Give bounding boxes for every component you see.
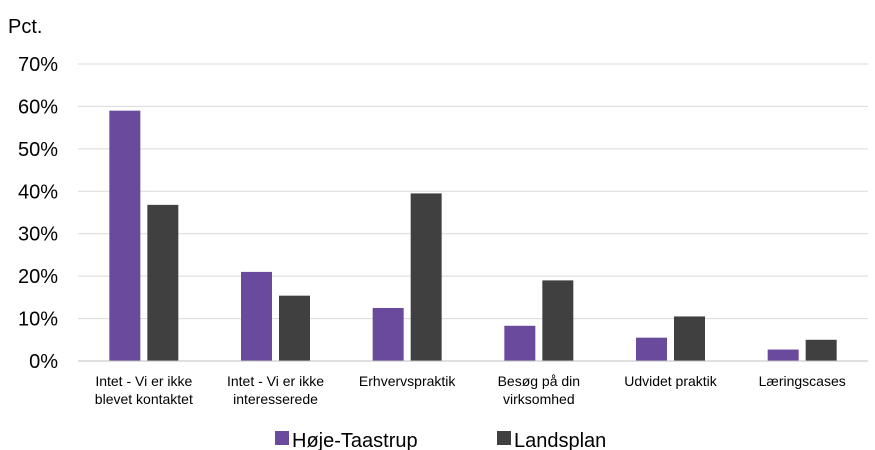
x-tick-label: Besøg på din virksomhed — [498, 373, 581, 407]
bar — [636, 337, 667, 361]
y-tick-label: 30% — [18, 224, 58, 246]
bars — [109, 110, 837, 362]
bar — [372, 307, 404, 361]
gridlines — [78, 63, 868, 320]
legend-swatch — [275, 431, 289, 445]
legend-swatch — [497, 431, 511, 445]
y-axis-label: Pct. — [8, 16, 42, 38]
bar — [241, 271, 272, 361]
x-tick-label: Intet - Vi er ikke interesserede — [227, 373, 324, 407]
x-axis-ticks: Intet - Vi er ikke blevet kontaktet Intet … — [95, 373, 846, 407]
legend-label: Høje-Taastrup — [292, 430, 418, 450]
legend: Høje-Taastrup Landsplan — [275, 430, 606, 450]
x-tick-label: Læringscases — [759, 373, 846, 389]
bar — [542, 280, 574, 361]
bar — [504, 325, 536, 361]
bar — [410, 193, 442, 361]
y-tick-label: 70% — [18, 54, 58, 76]
y-tick-label: 60% — [18, 96, 58, 118]
y-tick-label: 40% — [18, 181, 58, 203]
bar — [109, 110, 141, 362]
y-tick-label: 0% — [29, 351, 58, 373]
x-tick-label: Udvidet praktik — [624, 373, 718, 389]
legend-label: Landsplan — [514, 430, 606, 450]
bar — [767, 349, 799, 361]
bar — [147, 204, 179, 361]
x-tick-label: Intet - Vi er ikke blevet kontaktet — [95, 373, 193, 407]
bar — [279, 295, 310, 361]
y-axis-ticks: 0% 10% 20% 30% 40% 50% 60% 70% — [18, 54, 58, 373]
x-tick-label: Erhvervspraktik — [359, 373, 456, 389]
bar — [805, 339, 837, 361]
bar — [674, 316, 705, 361]
y-tick-label: 10% — [18, 309, 58, 331]
y-tick-label: 20% — [18, 266, 58, 288]
y-tick-label: 50% — [18, 139, 58, 161]
